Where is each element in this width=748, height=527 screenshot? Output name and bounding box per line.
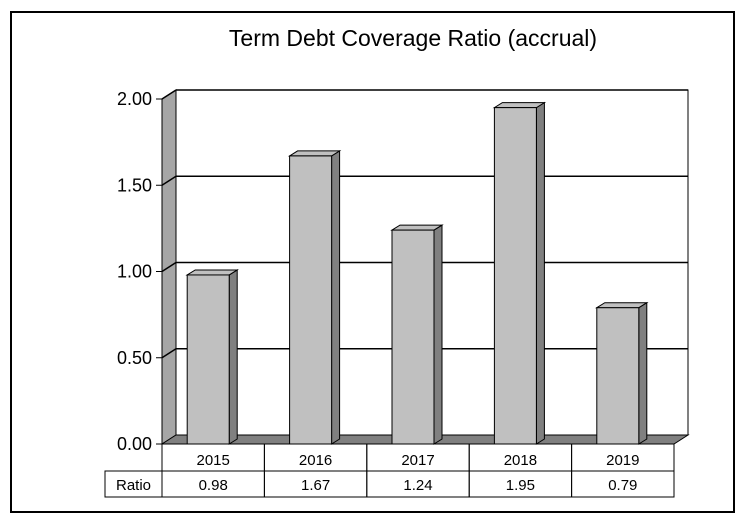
y-tick-label: 0.00 xyxy=(117,434,152,454)
data-label: 1.67 xyxy=(301,477,330,494)
table-series-cell xyxy=(104,470,163,498)
series-name: Ratio xyxy=(116,477,151,494)
x-tick-label: 2016 xyxy=(299,452,332,469)
bar-side xyxy=(433,224,443,445)
bar-top xyxy=(287,150,342,157)
bar-2017 xyxy=(390,224,444,445)
bar-2016 xyxy=(287,150,342,445)
bar-side xyxy=(228,269,238,445)
y-tick-label: 0.50 xyxy=(117,348,152,368)
data-label: 0.79 xyxy=(608,477,637,494)
x-tick-label: 2018 xyxy=(504,452,537,469)
bar-side xyxy=(638,301,648,445)
bar-front xyxy=(596,307,640,445)
bar-top xyxy=(595,302,649,309)
data-label: 0.98 xyxy=(199,477,228,494)
chart-title: Term Debt Coverage Ratio (accrual) xyxy=(229,25,597,51)
bar-side xyxy=(535,101,545,445)
gridline-side xyxy=(161,89,177,100)
bar-front xyxy=(391,229,435,445)
gridline-side xyxy=(161,348,177,359)
x-tick-label: 2015 xyxy=(197,452,230,469)
bar-2015 xyxy=(185,269,239,445)
bar-front xyxy=(493,107,537,445)
x-tick-label: 2019 xyxy=(606,452,639,469)
y-tick-label: 1.50 xyxy=(117,175,152,195)
bar-front xyxy=(186,274,230,445)
x-tick-label: 2017 xyxy=(401,452,434,469)
bar-side xyxy=(331,150,341,445)
gridline-side xyxy=(161,175,177,186)
bar-2019 xyxy=(595,301,649,445)
y-tick-label: 1.00 xyxy=(117,262,152,282)
y-tick-label: 2.00 xyxy=(117,89,152,109)
data-label: 1.95 xyxy=(506,477,535,494)
bar-top xyxy=(390,224,444,231)
bar-front xyxy=(289,155,333,445)
gridline-side xyxy=(161,261,177,273)
bar-top xyxy=(185,269,239,276)
bar-top xyxy=(492,102,547,109)
table-value-cell xyxy=(571,470,675,498)
data-label: 1.24 xyxy=(403,477,432,494)
bar-2018 xyxy=(492,101,547,445)
